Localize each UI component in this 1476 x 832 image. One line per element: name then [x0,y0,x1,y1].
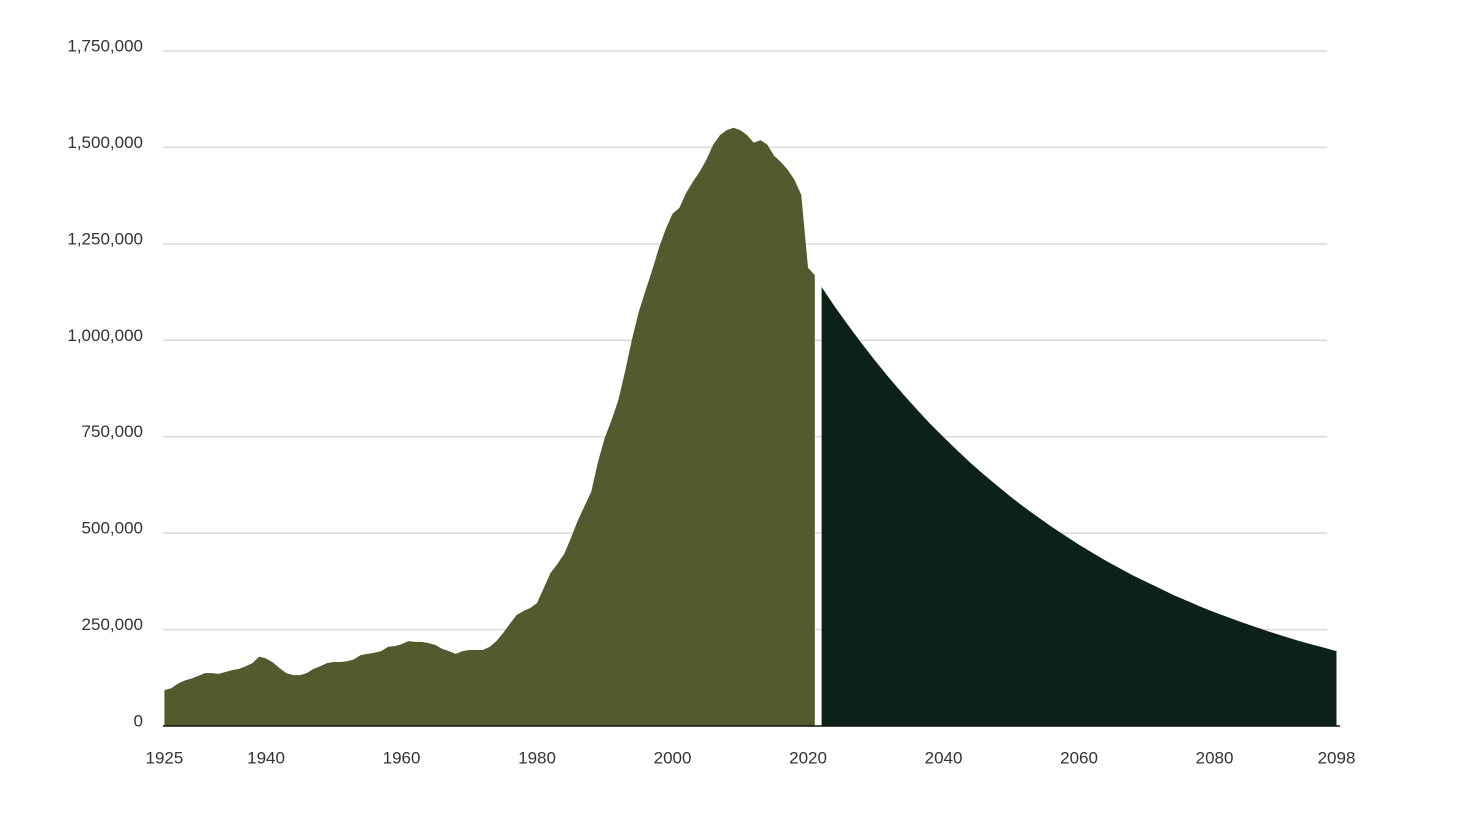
x-tick-label: 1940 [247,748,285,767]
x-tick-label: 1925 [145,748,183,767]
y-tick-label: 1,500,000 [67,133,143,152]
x-tick-label: 2020 [789,748,827,767]
y-tick-label: 500,000 [82,519,143,538]
y-tick-label: 1,250,000 [67,229,143,248]
y-tick-label: 0 [134,711,143,730]
x-tick-label: 2080 [1196,748,1234,767]
x-tick-label: 2000 [654,748,692,767]
y-tick-label: 750,000 [82,422,143,441]
x-tick-label: 2098 [1318,748,1356,767]
y-tick-label: 1,000,000 [67,326,143,345]
x-tick-label: 2060 [1060,748,1098,767]
x-tick-label: 1960 [383,748,421,767]
x-tick-label: 2040 [925,748,963,767]
y-tick-label: 250,000 [82,615,143,634]
x-tick-label: 1980 [518,748,556,767]
area [164,127,815,726]
y-tick-label: 1,750,000 [67,36,143,55]
area [821,287,1337,726]
